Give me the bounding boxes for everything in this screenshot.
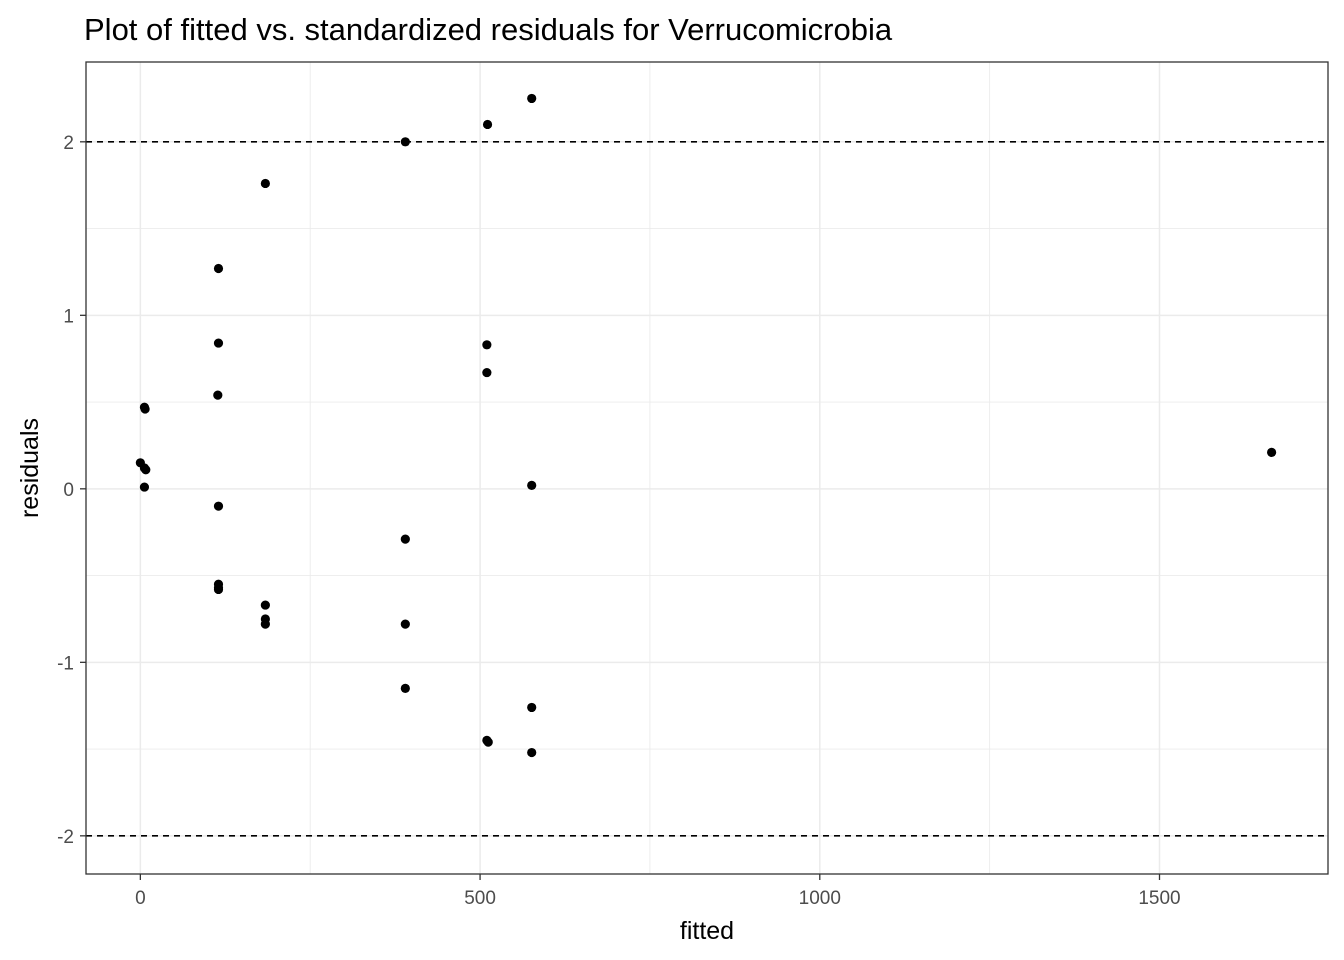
x-tick-label: 1500 <box>1138 888 1180 909</box>
data-point <box>1267 447 1277 457</box>
reference-lines <box>86 141 1328 837</box>
data-point <box>400 619 410 629</box>
data-point <box>213 501 224 511</box>
plot-border <box>85 61 1329 875</box>
y-axis-label: residuals <box>16 418 44 518</box>
x-tick-label: 500 <box>464 888 496 909</box>
data-point <box>400 683 410 693</box>
y-tick-label: -1 <box>57 653 74 674</box>
y-tick-label: 2 <box>63 133 74 154</box>
x-axis-label: fitted <box>680 917 734 945</box>
data-point <box>527 93 537 104</box>
major-gridlines <box>86 62 1328 874</box>
data-point <box>400 534 410 544</box>
x-axis: 0 500 1000 1500 <box>135 874 1181 909</box>
data-point <box>400 137 410 147</box>
x-tick-label: 0 <box>135 888 146 909</box>
data-point <box>260 178 270 189</box>
data-point <box>141 465 151 475</box>
data-point <box>213 390 223 400</box>
minor-gridlines <box>86 62 1328 874</box>
y-axis: -2 -1 0 1 2 <box>57 133 86 848</box>
data-point <box>213 584 224 595</box>
plot-panel <box>86 62 1328 874</box>
data-point <box>213 263 224 274</box>
data-points <box>135 93 1277 758</box>
chart-title: Plot of fitted vs. standardized residual… <box>84 12 893 47</box>
data-point <box>139 482 150 492</box>
data-point <box>527 480 537 490</box>
x-tick-label: 1000 <box>799 888 841 909</box>
data-point <box>482 119 493 130</box>
data-point <box>483 737 493 747</box>
data-point <box>140 404 150 414</box>
data-point <box>213 338 224 348</box>
y-tick-label: 0 <box>63 480 74 501</box>
data-point <box>527 747 537 758</box>
y-tick-label: -2 <box>57 827 74 848</box>
data-point <box>482 340 492 350</box>
data-point <box>260 600 270 610</box>
data-point <box>260 619 270 629</box>
data-point <box>527 702 537 713</box>
y-tick-label: 1 <box>63 306 74 327</box>
data-point <box>482 367 492 378</box>
